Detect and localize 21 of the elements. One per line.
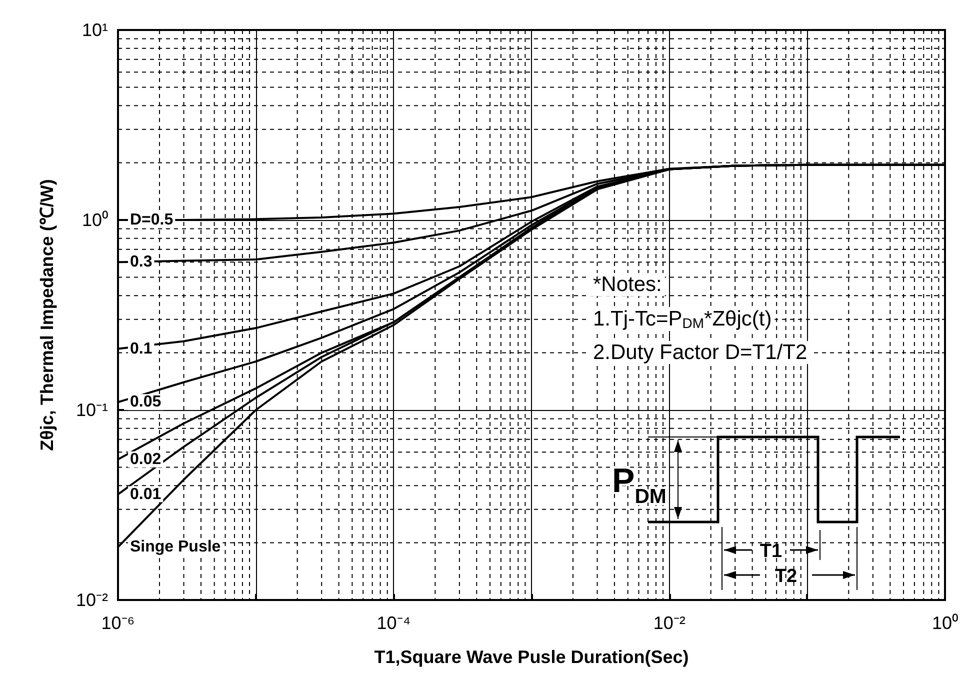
- x-tick-label: 10⁰: [932, 613, 958, 633]
- annotation: 2.Duty Factor D=T1/T2: [593, 341, 808, 364]
- x-axis-title: T1,Square Wave Pusle Duration(Sec): [374, 647, 689, 667]
- y-tick-label: 10⁰: [82, 210, 108, 230]
- x-tick-label: 10⁻⁴: [376, 613, 411, 633]
- series-label: 0.3: [130, 254, 152, 271]
- annotation: 1.Tj-Tc=PDM*Zθjc(t): [593, 308, 772, 331]
- y-tick-label: 10¹: [82, 20, 108, 40]
- x-tick-label: 10⁻²: [653, 613, 686, 633]
- y-tick-label: 10⁻¹: [76, 400, 108, 420]
- x-tick-label: 10⁻⁶: [101, 613, 135, 633]
- annotation: T2: [774, 566, 798, 587]
- y-tick-label: 10⁻²: [76, 590, 108, 610]
- series-label: Singe Pusle: [130, 538, 221, 556]
- y-axis-title: Zθjc, Thermal Impedance (℃/W): [37, 179, 57, 451]
- series-label: 0.05: [130, 394, 162, 411]
- annotation: *Notes:: [593, 273, 662, 296]
- series-label: D=0.5: [130, 212, 174, 228]
- series-label: 0.02: [130, 450, 162, 468]
- series-label: 0.1: [130, 340, 152, 358]
- series-label: 0.01: [130, 486, 162, 503]
